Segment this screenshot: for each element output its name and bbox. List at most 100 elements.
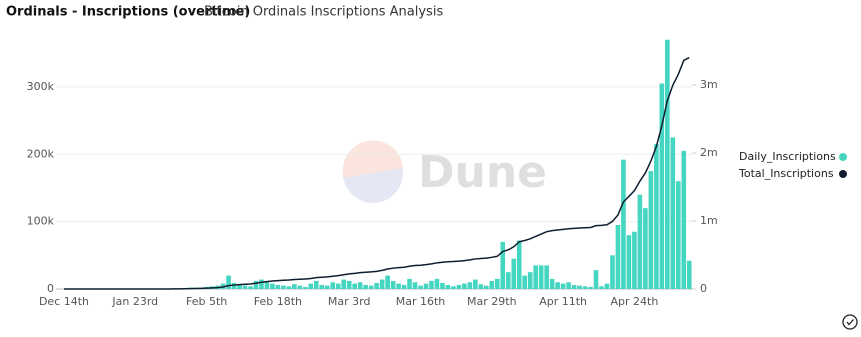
bar <box>593 270 599 289</box>
bar <box>292 284 297 289</box>
bar <box>686 260 692 289</box>
bar <box>599 286 604 289</box>
bar <box>275 284 281 289</box>
bar <box>226 275 231 289</box>
bar <box>423 283 429 289</box>
watermark: Dune <box>418 147 547 198</box>
bar <box>363 284 368 289</box>
y-tick-label: 200k <box>27 147 55 160</box>
bar <box>412 282 418 289</box>
bar <box>610 255 615 289</box>
bar <box>357 282 363 289</box>
bar <box>478 284 484 289</box>
chart-subtitle: Bitcoin Ordinals Inscriptions Analysis <box>204 5 443 20</box>
bar <box>566 282 571 289</box>
bar <box>451 286 456 289</box>
bar <box>604 283 610 289</box>
x-tick-label: Mar 16th <box>396 295 446 308</box>
bar <box>237 284 242 289</box>
bar <box>313 280 319 289</box>
bar <box>675 181 681 289</box>
bar <box>286 286 292 289</box>
bar <box>434 278 440 289</box>
bar <box>577 285 582 289</box>
bar <box>462 283 467 289</box>
bar <box>259 279 264 289</box>
bar <box>500 241 506 289</box>
legend-marker <box>839 153 847 161</box>
bar <box>494 278 500 289</box>
bar <box>352 283 357 289</box>
bar <box>527 272 533 289</box>
x-tick-label: Jan 23rd <box>111 295 158 308</box>
bar <box>418 285 423 289</box>
bar <box>242 285 248 289</box>
bar <box>429 280 434 289</box>
bar <box>505 272 511 289</box>
bar <box>341 279 347 289</box>
bar <box>588 286 593 289</box>
bar <box>670 137 676 289</box>
y-tick-label: 0 <box>47 282 54 295</box>
bar <box>522 275 528 289</box>
bar <box>571 284 577 289</box>
total-line <box>64 56 690 290</box>
bar <box>396 283 401 289</box>
bar <box>368 285 374 289</box>
bar <box>407 278 412 289</box>
bar <box>440 282 445 289</box>
y2-tick-label: 1m <box>700 214 718 227</box>
bar <box>516 240 522 289</box>
bar <box>264 282 270 289</box>
bar <box>484 285 489 289</box>
bar <box>324 285 330 289</box>
bar <box>648 171 654 289</box>
bar <box>374 282 379 289</box>
bar <box>303 286 308 289</box>
bar <box>385 275 390 289</box>
bar <box>560 283 566 289</box>
bar <box>659 83 665 290</box>
y-tick-label: 100k <box>27 215 55 228</box>
x-tick-label: Apr 11th <box>539 295 587 308</box>
bar <box>615 224 621 289</box>
x-tick-label: Apr 24th <box>611 295 659 308</box>
bar <box>346 280 352 289</box>
bar <box>270 283 275 289</box>
bar <box>330 282 336 289</box>
x-tick-label: Feb 18th <box>254 295 302 308</box>
bar <box>335 283 341 289</box>
bar <box>297 285 303 289</box>
bar <box>401 284 407 289</box>
bar <box>511 258 517 289</box>
chart-title: Ordinals - Inscriptions (overtime) <box>6 5 250 20</box>
bar <box>248 286 253 289</box>
bar <box>637 194 643 289</box>
bar <box>555 282 560 289</box>
bar <box>456 284 462 289</box>
bar <box>308 283 314 289</box>
x-tick-label: Mar 29th <box>467 295 517 308</box>
y2-tick-label: 3m <box>700 78 718 91</box>
bar <box>379 279 385 289</box>
legend-label: Total_Inscriptions <box>738 167 834 180</box>
x-tick-label: Feb 5th <box>186 295 227 308</box>
bar <box>467 282 473 289</box>
bar <box>582 286 588 289</box>
bar <box>445 284 451 289</box>
bar <box>489 280 495 289</box>
bar <box>654 144 659 289</box>
bar <box>390 280 396 289</box>
bar <box>626 235 632 289</box>
bar <box>621 159 626 289</box>
bar <box>681 150 687 289</box>
bar <box>231 282 237 289</box>
bar <box>665 39 670 289</box>
watermark-logo <box>342 140 403 203</box>
check-icon[interactable] <box>842 314 858 330</box>
bar <box>544 265 549 289</box>
bar <box>473 279 478 289</box>
legend-label: Daily_Inscriptions <box>739 150 836 163</box>
bar <box>549 278 555 289</box>
